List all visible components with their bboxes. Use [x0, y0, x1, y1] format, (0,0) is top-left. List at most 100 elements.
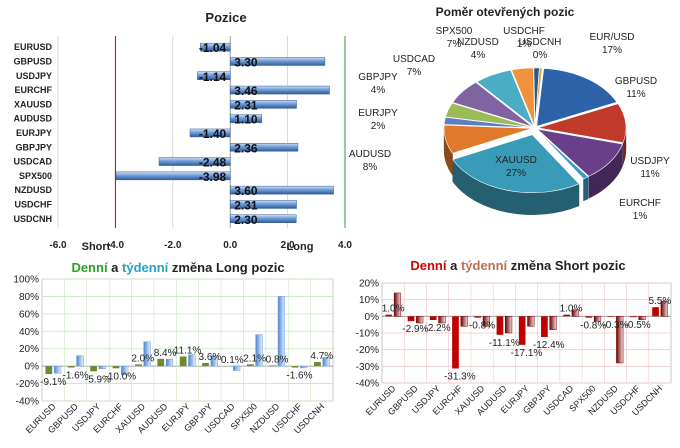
- short-daily-bar: [541, 316, 548, 337]
- short-ytick-label: -30%: [356, 362, 379, 373]
- long-daily-bar: [157, 358, 165, 367]
- pie-slice: [476, 69, 535, 128]
- pozice-tick-label: 0.0: [223, 240, 237, 251]
- pozice-data-label: 1.10: [234, 113, 258, 127]
- pozice-category-label: AUDUSD: [13, 114, 52, 124]
- pomer-title: Poměr otevřených pozic: [436, 5, 575, 19]
- short-ytick-label: -20%: [356, 345, 379, 356]
- long-title-rest: změna Long pozic: [168, 260, 284, 275]
- pozice-bar: [229, 200, 297, 209]
- short-title-a: a: [446, 258, 460, 273]
- short-weekly-bar: [593, 316, 602, 322]
- pozice-bar: [189, 128, 231, 138]
- long-weekly-bar: [300, 365, 308, 369]
- pozice-bar: [229, 143, 299, 152]
- pozice-bar: [197, 71, 231, 80]
- short-daily-bar: [407, 316, 415, 322]
- long-weekly-bar: [143, 341, 151, 367]
- long-ytick-label: -20%: [16, 379, 39, 390]
- short-title-denni: Denní: [410, 258, 447, 273]
- short-daily-bar: [563, 314, 570, 317]
- pozice-category-label: USDCNH: [13, 214, 52, 224]
- short-daily-bar: [385, 314, 393, 317]
- pozice-category-label: NZDUSD: [15, 185, 53, 195]
- pie-slice: [536, 129, 589, 180]
- long-daily-bar: [90, 366, 97, 372]
- pie-slice: [537, 103, 627, 144]
- pozice-title: Pozice: [205, 10, 246, 25]
- long-data-label: -1.6%: [63, 371, 89, 382]
- short-ytick-label: 10%: [359, 295, 379, 306]
- pozice-data-label: 3.60: [234, 184, 258, 198]
- pie-slice-name: EUR/USD: [589, 32, 634, 43]
- long-weekly-bar: [165, 358, 174, 367]
- pozice-category-label: USDCAD: [13, 157, 52, 167]
- pozice-tick-label: -4.0: [107, 240, 125, 251]
- long-data-label: 11.1%: [174, 345, 202, 356]
- short-ytick-label: 20%: [359, 279, 379, 290]
- pie-slice: [443, 116, 533, 129]
- pie-slice: [536, 128, 623, 177]
- short-data-label: -0.8%: [580, 321, 606, 332]
- long-ytick-label: -40%: [16, 397, 39, 408]
- long-weekly-bar: [76, 355, 84, 367]
- short-label: Short: [82, 241, 111, 253]
- short-data-label: -11.1%: [489, 338, 520, 349]
- pie-slice-name: XAUUSD: [495, 155, 537, 166]
- long-weekly-bar: [188, 354, 196, 367]
- pie-slice-name: USDCNH: [519, 37, 562, 48]
- pie-slice-name: NZDUSD: [457, 37, 499, 48]
- pozice-data-label: -1.40: [199, 127, 227, 141]
- long-daily-bar: [67, 366, 75, 368]
- pozice-tick-label: -6.0: [49, 240, 67, 251]
- short-data-label: 1.0%: [382, 304, 405, 315]
- short-weekly-bar: [438, 316, 446, 324]
- short-daily-bar: [629, 316, 637, 318]
- short-daily-bar: [474, 316, 482, 318]
- long-ytick-label: 100%: [13, 275, 39, 286]
- pozice-data-label: 3.30: [234, 55, 258, 69]
- pozice-data-label: -1.14: [199, 70, 227, 84]
- pie-slice-percent: 27%: [506, 168, 526, 179]
- pozice-bar: [229, 214, 297, 223]
- pozice-bar: [115, 171, 231, 181]
- short-weekly-bar: [638, 316, 646, 320]
- long-daily-bar: [202, 363, 209, 367]
- long-weekly-bar: [98, 365, 106, 370]
- pozice-category-label: EURUSD: [14, 42, 53, 52]
- pie-slice-percent: 7%: [447, 39, 462, 50]
- long-data-label: -5.9%: [85, 374, 111, 385]
- pie-slice-name: EURJPY: [358, 108, 398, 119]
- pozice-data-label: 2.31: [234, 198, 258, 212]
- pomer-chart: Poměr otevřených pozic EUR/USD 17% GBPUSD 1…: [349, 5, 670, 222]
- short-weekly-bar: [416, 316, 424, 324]
- pozice-category-label: USDCHF: [15, 199, 53, 209]
- pozice-category-label: GBPJPY: [15, 142, 52, 152]
- pozice-category-label: GBPUSD: [13, 56, 52, 66]
- short-weekly-bar: [616, 316, 624, 364]
- pie-slice-percent: 4%: [371, 85, 386, 96]
- pozice-data-label: 2.30: [234, 213, 258, 227]
- long-ytick-label: 80%: [19, 292, 39, 303]
- long-data-label: 8.4%: [154, 348, 177, 359]
- short-data-label: -0.5%: [625, 320, 651, 331]
- pie-slice-percent: 0%: [533, 50, 548, 61]
- pie-slice: [443, 124, 533, 154]
- pie-slice-percent: 11%: [640, 169, 659, 180]
- pie-slice-percent: 4%: [471, 50, 486, 61]
- pozice-data-label: 3.46: [234, 84, 258, 98]
- long-weekly-bar: [121, 365, 129, 376]
- short-weekly-bar: [505, 316, 513, 334]
- long-title-denni: Denní: [71, 260, 108, 275]
- short-title-rest: změna Short pozic: [507, 258, 625, 273]
- short-daily-bar: [652, 307, 659, 317]
- pie-slice-percent: 1%: [633, 211, 648, 222]
- pozice-bar: [229, 114, 263, 123]
- long-ytick-label: 0%: [25, 362, 40, 373]
- short-data-label: 5.5%: [648, 296, 671, 307]
- long-ytick-label: 20%: [19, 344, 39, 355]
- short-daily-bar: [452, 316, 459, 369]
- pozice-data-label: -1.04: [199, 41, 227, 55]
- long-daily-bar: [314, 362, 321, 367]
